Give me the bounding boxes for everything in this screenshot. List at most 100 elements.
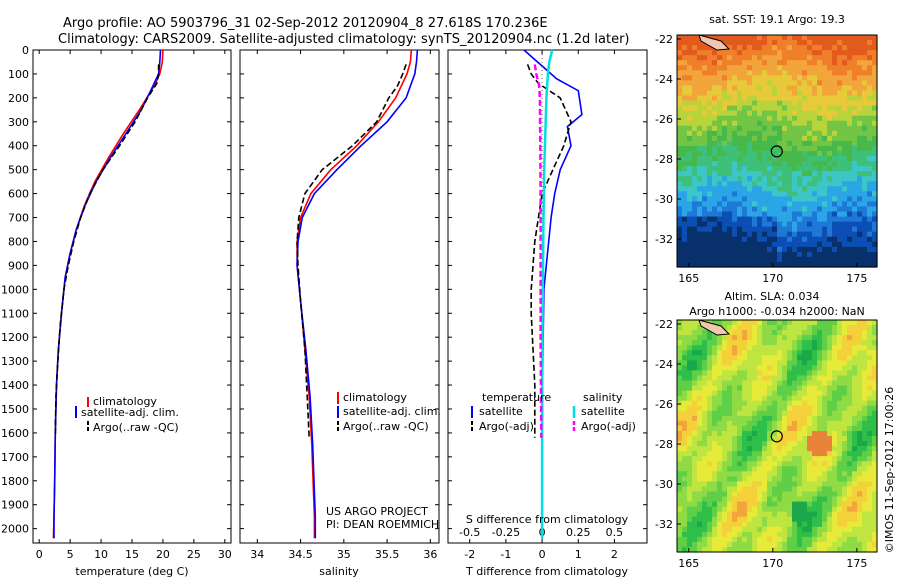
map-cell	[787, 35, 793, 41]
map-cell	[762, 120, 768, 127]
map-cell	[802, 231, 808, 238]
map-cell	[787, 476, 793, 482]
map-cell	[702, 181, 708, 187]
map-cell	[762, 145, 768, 152]
map-cell	[732, 471, 738, 477]
map-cell	[737, 156, 743, 162]
map-cell	[762, 65, 768, 71]
map-cell	[787, 360, 793, 366]
map-cell	[872, 325, 878, 331]
map-cell	[832, 355, 838, 361]
map-cell	[767, 481, 773, 488]
map-cell	[712, 50, 718, 56]
map-cell	[817, 430, 823, 437]
map-cell	[792, 256, 798, 263]
map-cell	[847, 320, 853, 326]
map-cell	[777, 176, 783, 182]
map-cell	[782, 420, 788, 427]
map-cell	[837, 120, 843, 127]
map-cell	[737, 90, 743, 97]
map-cell	[842, 385, 848, 392]
map-cell	[767, 231, 773, 238]
map-cell	[752, 105, 758, 112]
map-cell	[807, 206, 813, 213]
map-cell	[852, 191, 858, 197]
map-cell	[802, 40, 808, 46]
map-cell	[722, 340, 728, 346]
map-cell	[867, 501, 873, 508]
map-cell	[812, 395, 818, 402]
map-cell	[852, 350, 858, 356]
map-cell	[857, 191, 863, 197]
map-cell	[842, 521, 848, 528]
map-cell	[687, 541, 693, 548]
map-cell	[797, 486, 803, 493]
map-cell	[787, 390, 793, 397]
map-cell	[777, 496, 783, 503]
map-cell	[847, 476, 853, 482]
map-cell	[732, 145, 738, 152]
map-cell	[787, 186, 793, 192]
map-cell	[682, 370, 688, 377]
map-cell	[687, 166, 693, 172]
map-cell	[727, 171, 733, 177]
map-cell	[752, 125, 758, 132]
legend-title-salinity: salinity	[583, 391, 623, 404]
map-cell	[732, 70, 738, 76]
map-cell	[822, 156, 828, 162]
map-cell	[847, 335, 853, 341]
map-cell	[737, 95, 743, 102]
map-cell	[837, 45, 843, 51]
map-cell	[727, 226, 733, 233]
map-cell	[777, 191, 783, 197]
map-cell	[742, 491, 748, 498]
legend-title-temperature: temperature	[482, 391, 551, 404]
map-cell	[832, 415, 838, 422]
map-cell	[807, 145, 813, 152]
map-cell	[717, 120, 723, 127]
map-cell	[822, 261, 828, 268]
map-cell	[762, 40, 768, 46]
map-cell	[742, 446, 748, 452]
map-cell	[852, 360, 858, 366]
map-cell	[707, 390, 713, 397]
map-cell	[767, 360, 773, 366]
map-cell	[722, 395, 728, 402]
map-cell	[732, 481, 738, 488]
map-cell	[702, 476, 708, 482]
map-cell	[812, 345, 818, 351]
map-cell	[842, 166, 848, 172]
map-cell	[717, 191, 723, 197]
map-cell	[862, 50, 868, 56]
map-cell	[847, 531, 853, 538]
map-cell	[697, 390, 703, 397]
map-cell	[722, 456, 728, 462]
map-cell	[697, 461, 703, 467]
map-cell	[787, 486, 793, 493]
map-cell	[742, 320, 748, 326]
map-cell	[712, 446, 718, 452]
map-cell	[787, 546, 793, 553]
map-cell	[762, 35, 768, 41]
map-cell	[872, 120, 878, 127]
map-cell	[827, 420, 833, 427]
map-cell	[802, 405, 808, 412]
map-cell	[787, 40, 793, 46]
map-cell	[857, 211, 863, 218]
map-cell	[732, 461, 738, 467]
map-cell	[697, 166, 703, 172]
map-cell	[757, 526, 763, 533]
map-cell	[837, 201, 843, 208]
map-cell	[762, 115, 768, 122]
map-cell	[837, 171, 843, 177]
map-cell	[682, 216, 688, 223]
map-cell	[797, 216, 803, 223]
map-cell	[847, 441, 853, 447]
map-cell	[802, 256, 808, 263]
map-cell	[682, 145, 688, 152]
map-cell	[692, 140, 698, 147]
map-cell	[867, 236, 873, 243]
map-cell	[807, 140, 813, 147]
map-cell	[712, 340, 718, 346]
map-cell	[767, 345, 773, 351]
